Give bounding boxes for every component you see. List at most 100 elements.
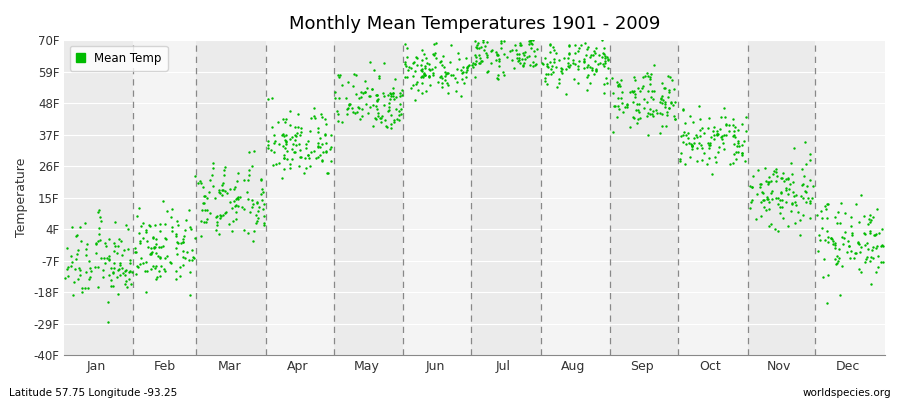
Point bbox=[676, 139, 690, 145]
Point bbox=[577, 65, 591, 71]
Point bbox=[382, 104, 396, 110]
Point bbox=[278, 145, 293, 152]
Point bbox=[293, 132, 308, 138]
Point bbox=[289, 133, 303, 139]
Point bbox=[111, 291, 125, 297]
Point bbox=[170, 239, 184, 245]
Point bbox=[770, 168, 784, 175]
Point bbox=[169, 251, 184, 258]
Point bbox=[541, 64, 555, 70]
Point bbox=[874, 243, 888, 250]
Point bbox=[122, 276, 136, 282]
Point bbox=[144, 244, 158, 251]
Point bbox=[498, 34, 512, 40]
Point bbox=[100, 255, 114, 261]
Point bbox=[203, 176, 218, 183]
Point bbox=[386, 85, 400, 92]
Point bbox=[597, 81, 611, 87]
Point bbox=[250, 214, 265, 221]
Bar bbox=[678, 40, 748, 355]
Point bbox=[284, 136, 298, 142]
Point bbox=[637, 105, 652, 111]
Point bbox=[513, 42, 527, 48]
Point bbox=[607, 103, 621, 110]
Point bbox=[769, 195, 783, 202]
Point bbox=[227, 186, 241, 192]
Point bbox=[614, 95, 628, 101]
Point bbox=[652, 98, 667, 105]
Point bbox=[283, 161, 297, 167]
Point bbox=[217, 171, 231, 178]
Point bbox=[284, 108, 298, 114]
Point bbox=[701, 140, 716, 146]
Point bbox=[803, 151, 817, 158]
Point bbox=[280, 148, 294, 154]
Point bbox=[301, 138, 315, 144]
Point bbox=[437, 73, 452, 79]
Point bbox=[188, 234, 202, 241]
Point bbox=[685, 142, 699, 148]
Point bbox=[786, 189, 800, 195]
Point bbox=[426, 72, 440, 78]
Point bbox=[419, 88, 434, 94]
Point bbox=[729, 143, 743, 150]
Point bbox=[491, 56, 506, 62]
Point bbox=[512, 51, 526, 57]
Point bbox=[842, 243, 856, 249]
Point bbox=[422, 73, 436, 79]
Point bbox=[480, 52, 494, 58]
Point bbox=[277, 132, 292, 139]
Point bbox=[643, 76, 657, 82]
Point bbox=[333, 72, 347, 78]
Point bbox=[106, 270, 121, 277]
Point bbox=[867, 231, 881, 238]
Point bbox=[248, 220, 263, 227]
Point bbox=[387, 95, 401, 102]
Point bbox=[318, 116, 332, 122]
Point bbox=[692, 103, 706, 109]
Point bbox=[382, 107, 396, 113]
Point bbox=[130, 212, 144, 219]
Point bbox=[311, 125, 326, 132]
Point bbox=[176, 261, 190, 268]
Point bbox=[795, 166, 809, 172]
Point bbox=[293, 125, 308, 131]
Point bbox=[94, 255, 108, 261]
Point bbox=[433, 72, 447, 79]
Point bbox=[154, 244, 168, 250]
Point bbox=[818, 206, 832, 212]
Point bbox=[472, 52, 486, 58]
Point bbox=[309, 154, 323, 161]
Point bbox=[788, 220, 803, 226]
Point bbox=[796, 182, 810, 188]
Point bbox=[279, 156, 293, 162]
Point bbox=[562, 55, 576, 62]
Point bbox=[79, 240, 94, 247]
Point bbox=[388, 75, 402, 82]
Point bbox=[645, 108, 660, 114]
Point bbox=[374, 115, 388, 122]
Point bbox=[154, 263, 168, 270]
Point bbox=[386, 90, 400, 96]
Point bbox=[218, 210, 232, 216]
Point bbox=[255, 186, 269, 192]
Point bbox=[264, 147, 278, 154]
Point bbox=[459, 74, 473, 80]
Point bbox=[73, 267, 87, 273]
Point bbox=[713, 126, 727, 132]
Point bbox=[194, 206, 209, 213]
Point bbox=[129, 248, 143, 255]
Point bbox=[801, 194, 815, 201]
Point bbox=[751, 167, 765, 173]
Point bbox=[242, 149, 256, 155]
Point bbox=[360, 85, 374, 91]
Point bbox=[814, 224, 829, 231]
Point bbox=[332, 95, 347, 102]
Point bbox=[122, 269, 136, 275]
Point bbox=[581, 44, 596, 50]
Point bbox=[106, 283, 121, 290]
Point bbox=[598, 55, 612, 61]
Point bbox=[632, 101, 646, 108]
Point bbox=[102, 252, 116, 259]
Point bbox=[597, 45, 611, 51]
